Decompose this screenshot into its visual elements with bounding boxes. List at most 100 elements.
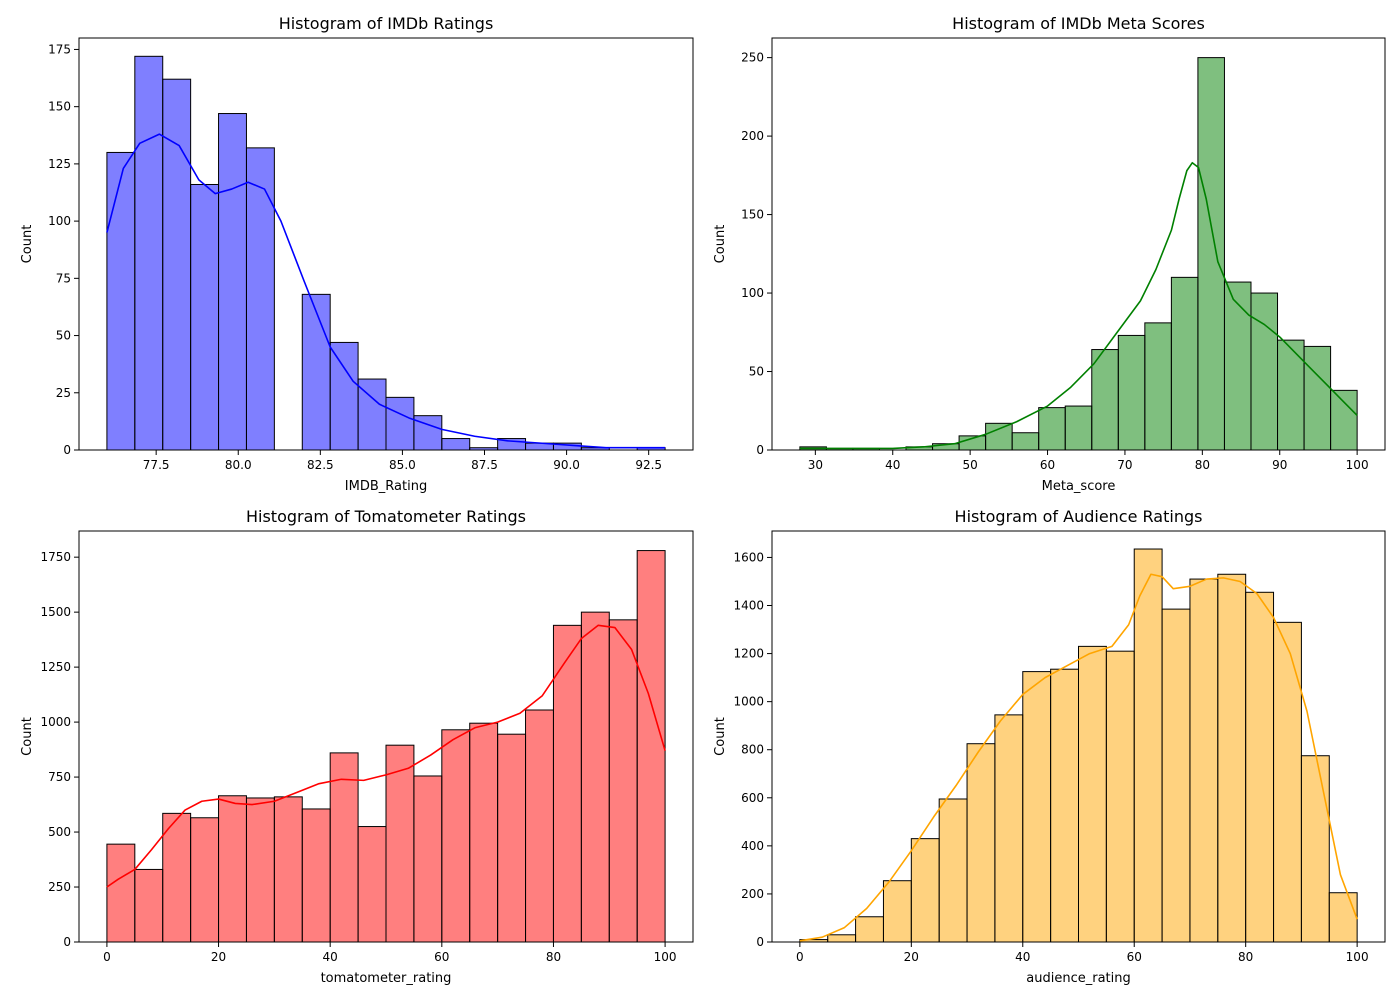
x-axis-label: tomatometer_rating <box>321 971 452 986</box>
kde-line <box>106 133 666 449</box>
y-tick-label: 1750 <box>40 550 71 564</box>
histogram-bar <box>441 438 471 451</box>
kde-line <box>106 624 666 888</box>
histogram-bar <box>636 550 666 943</box>
histogram-bar <box>855 916 884 943</box>
histogram-bar <box>985 422 1013 451</box>
x-tick-label: 20 <box>211 950 226 964</box>
x-tick-label: 87.5 <box>471 458 498 472</box>
x-tick-label: 80.0 <box>225 458 252 472</box>
y-axis-label: Count <box>20 225 35 264</box>
y-tick-label: 125 <box>48 157 71 171</box>
histogram-bar <box>413 775 443 943</box>
chart-title: Histogram of Audience Ratings <box>955 507 1203 526</box>
histogram-bar <box>301 808 331 943</box>
y-tick-label: 1400 <box>733 599 764 613</box>
histogram-bar <box>552 624 582 943</box>
x-tick-label: 0 <box>796 950 804 964</box>
y-tick-label: 150 <box>48 100 71 114</box>
y-tick-label: 600 <box>741 791 764 805</box>
x-tick-label: 80 <box>1195 458 1210 472</box>
y-tick-label: 250 <box>48 880 71 894</box>
histogram-bar <box>1328 892 1358 943</box>
y-tick-label: 1000 <box>733 695 764 709</box>
y-tick-label: 25 <box>56 386 71 400</box>
histogram-bar <box>441 729 471 943</box>
histogram-bar <box>301 293 331 451</box>
x-tick-label: 30 <box>808 458 823 472</box>
histogram-bar <box>1022 671 1052 943</box>
histogram-bar <box>190 183 220 451</box>
y-tick-label: 500 <box>48 825 71 839</box>
x-tick-label: 60 <box>1040 458 1055 472</box>
histogram-bar <box>106 151 136 451</box>
histogram-bar <box>525 709 554 943</box>
chart-title: Histogram of IMDb Meta Scores <box>952 14 1205 33</box>
histogram-bar <box>329 752 359 943</box>
x-axis-label: audience_rating <box>1026 971 1130 986</box>
histogram-bar <box>1078 645 1107 943</box>
x-tick-label: 50 <box>963 458 978 472</box>
histogram-bar <box>218 795 247 943</box>
x-tick-label: 70 <box>1117 458 1132 472</box>
histogram-bar <box>329 341 359 451</box>
histogram-bar <box>966 743 996 943</box>
y-tick-label: 800 <box>741 743 764 757</box>
histogram-bar <box>1300 755 1330 943</box>
histogram-bar <box>580 611 610 943</box>
y-tick-label: 50 <box>56 329 71 343</box>
histogram-bar <box>1330 389 1358 451</box>
x-tick-label: 40 <box>323 950 338 964</box>
y-tick-label: 175 <box>48 42 71 56</box>
histogram-bar <box>1117 334 1146 451</box>
histogram-bar <box>882 880 912 943</box>
histogram-bar <box>190 817 220 943</box>
x-tick-label: 40 <box>885 458 900 472</box>
histogram-bar <box>385 744 415 943</box>
y-axis-label: Count <box>713 225 728 264</box>
x-tick-label: 20 <box>904 950 919 964</box>
histogram-bar <box>827 934 857 943</box>
histogram-bar <box>497 733 527 943</box>
plot-frame <box>771 530 1386 943</box>
histogram-bar <box>1245 591 1275 943</box>
histogram-bar <box>1277 339 1305 451</box>
histogram-bar <box>245 797 275 943</box>
x-tick-label: 60 <box>1127 950 1142 964</box>
kde-line <box>799 161 1358 450</box>
chart-imdb-ratings: Histogram of IMDb Ratings IMDB_Rating Co… <box>20 14 694 494</box>
histogram-bar <box>994 714 1024 943</box>
x-tick-label: 100 <box>1346 458 1369 472</box>
histogram-bar <box>1091 349 1119 451</box>
kde-line <box>799 573 1358 942</box>
chart-title: Histogram of Tomatometer Ratings <box>246 507 526 526</box>
histogram-bar <box>1273 621 1302 943</box>
x-tick-label: 92.5 <box>635 458 662 472</box>
histogram-bar <box>162 78 192 451</box>
y-tick-label: 200 <box>741 129 764 143</box>
y-tick-label: 1200 <box>733 647 764 661</box>
histogram-bar <box>1105 650 1135 943</box>
histogram-bar <box>218 113 247 451</box>
y-tick-label: 750 <box>48 770 71 784</box>
plot-frame <box>78 530 694 943</box>
histogram-bar <box>608 619 638 943</box>
y-tick-label: 0 <box>63 443 71 457</box>
x-axis-label: Meta_score <box>1042 479 1116 494</box>
plot-frame <box>78 37 694 451</box>
histogram-bar <box>1189 578 1219 943</box>
x-tick-label: 85.0 <box>389 458 416 472</box>
y-tick-label: 100 <box>741 286 764 300</box>
chart-title: Histogram of IMDb Ratings <box>279 14 494 33</box>
y-tick-label: 250 <box>741 51 764 65</box>
x-tick-label: 90 <box>1272 458 1287 472</box>
y-tick-label: 400 <box>741 839 764 853</box>
chart-meta-scores: Histogram of IMDb Meta Scores Meta_score… <box>713 14 1386 494</box>
y-axis-label: Count <box>713 717 728 756</box>
y-axis-label: Count <box>20 717 35 756</box>
histogram-bar <box>357 826 387 943</box>
histogram-bar <box>1217 573 1247 943</box>
histogram-bar <box>134 55 164 451</box>
histogram-bar <box>162 812 192 943</box>
y-tick-label: 0 <box>756 443 764 457</box>
